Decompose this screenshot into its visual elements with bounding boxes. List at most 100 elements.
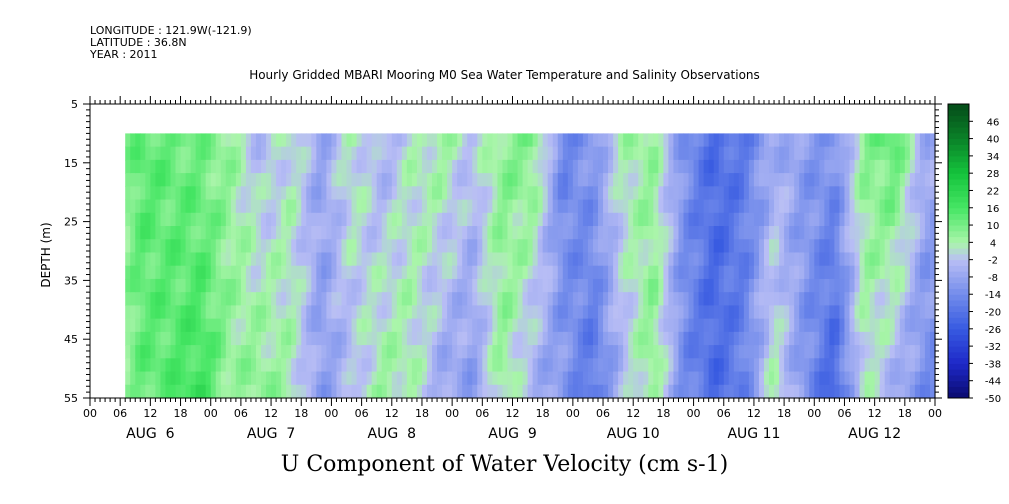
heatmap-cell xyxy=(929,186,936,201)
heatmap-cell xyxy=(789,226,795,240)
heatmap-cell xyxy=(426,173,433,187)
heatmap-cell xyxy=(442,345,448,359)
heatmap-cell xyxy=(733,371,740,386)
heatmap-cell xyxy=(929,384,936,399)
y-tick-label: 45 xyxy=(64,333,78,346)
heatmap-cell xyxy=(316,345,322,359)
heatmap-cell xyxy=(738,265,745,280)
x-tick-label: 12 xyxy=(264,407,278,420)
heatmap-cell xyxy=(603,212,609,227)
heatmap-cell xyxy=(603,292,609,306)
heatmap-cell xyxy=(195,226,202,240)
heatmap-cell xyxy=(567,133,574,148)
heatmap-cell xyxy=(839,318,846,333)
heatmap-cell xyxy=(703,199,710,214)
heatmap-cell xyxy=(713,384,720,399)
heatmap-cell xyxy=(763,318,770,333)
heatmap-cell xyxy=(341,173,348,187)
heatmap-cell xyxy=(376,252,383,267)
heatmap-cell xyxy=(552,199,559,214)
chart-title: Hourly Gridded MBARI Mooring M0 Sea Wate… xyxy=(249,68,760,82)
heatmap-cell xyxy=(849,371,856,386)
heatmap-cell xyxy=(356,278,363,293)
heatmap-cell xyxy=(321,278,327,293)
heatmap-cell xyxy=(462,159,468,174)
colorbar-cell xyxy=(948,346,969,353)
heatmap-cell xyxy=(758,331,765,346)
heatmap-cell xyxy=(472,173,478,187)
heatmap-cell xyxy=(587,226,594,240)
heatmap-cell xyxy=(794,226,800,240)
heatmap-cell xyxy=(567,146,574,161)
heatmap-cell xyxy=(507,186,514,201)
heatmap-cell xyxy=(406,252,413,267)
heatmap-cell xyxy=(889,159,896,174)
heatmap-cell xyxy=(748,345,755,359)
heatmap-cell xyxy=(633,212,639,227)
heatmap-cell xyxy=(321,292,327,306)
heatmap-cell xyxy=(321,305,327,320)
heatmap-cell xyxy=(215,331,222,346)
heatmap-cell xyxy=(452,173,458,187)
heatmap-cell xyxy=(799,292,805,306)
heatmap-cell xyxy=(839,371,846,386)
heatmap-cell xyxy=(497,371,504,386)
heatmap-cell xyxy=(311,199,317,214)
heatmap-cell xyxy=(708,371,715,386)
heatmap-cell xyxy=(376,371,383,386)
heatmap-cell xyxy=(245,331,252,346)
heatmap-cell xyxy=(909,318,916,333)
heatmap-cell xyxy=(421,239,428,254)
heatmap-cell xyxy=(492,199,499,214)
heatmap-cell xyxy=(190,318,197,333)
heatmap-cell xyxy=(693,331,700,346)
heatmap-cell xyxy=(869,305,876,320)
heatmap-cell xyxy=(899,133,906,148)
heatmap-cell xyxy=(497,331,504,346)
heatmap-cell xyxy=(924,384,931,399)
heatmap-cell xyxy=(587,146,594,161)
heatmap-cell xyxy=(814,265,820,280)
heatmap-cell xyxy=(205,265,212,280)
heatmap-cell xyxy=(301,265,307,280)
heatmap-cell xyxy=(281,331,287,346)
heatmap-cell xyxy=(623,252,629,267)
heatmap-cell xyxy=(814,345,820,359)
heatmap-cell xyxy=(884,371,891,386)
heatmap-cell xyxy=(396,371,403,386)
heatmap-cell xyxy=(366,199,373,214)
heatmap-cell xyxy=(170,318,177,333)
heatmap-cell xyxy=(286,318,292,333)
heatmap-cell xyxy=(623,345,629,359)
heatmap-cell xyxy=(829,265,836,280)
heatmap-cell xyxy=(909,292,916,306)
x-day-label: AUG 6 xyxy=(126,426,175,442)
heatmap-cell xyxy=(552,292,559,306)
heatmap-cell xyxy=(381,358,388,373)
heatmap-cell xyxy=(673,305,680,320)
heatmap-cell xyxy=(170,199,177,214)
heatmap-cell xyxy=(834,226,841,240)
heatmap-cell xyxy=(311,173,317,187)
heatmap-cell xyxy=(582,146,589,161)
heatmap-cell xyxy=(623,146,629,161)
heatmap-cell xyxy=(708,292,715,306)
heatmap-cell xyxy=(598,265,604,280)
heatmap-cell xyxy=(567,278,574,293)
heatmap-cell xyxy=(457,133,463,148)
heatmap-cell xyxy=(809,133,815,148)
heatmap-cell xyxy=(769,173,775,187)
heatmap-cell xyxy=(321,159,327,174)
heatmap-cell xyxy=(603,345,609,359)
heatmap-cell xyxy=(442,159,448,174)
heatmap-cell xyxy=(648,146,654,161)
heatmap-cell xyxy=(879,265,886,280)
heatmap-cell xyxy=(582,345,589,359)
x-tick-label: 12 xyxy=(868,407,882,420)
heatmap-cell xyxy=(618,345,624,359)
heatmap-cell xyxy=(552,278,559,293)
heatmap-cell xyxy=(452,146,458,161)
heatmap-cell xyxy=(452,186,458,201)
heatmap-cell xyxy=(336,371,343,386)
heatmap-cell xyxy=(728,199,735,214)
